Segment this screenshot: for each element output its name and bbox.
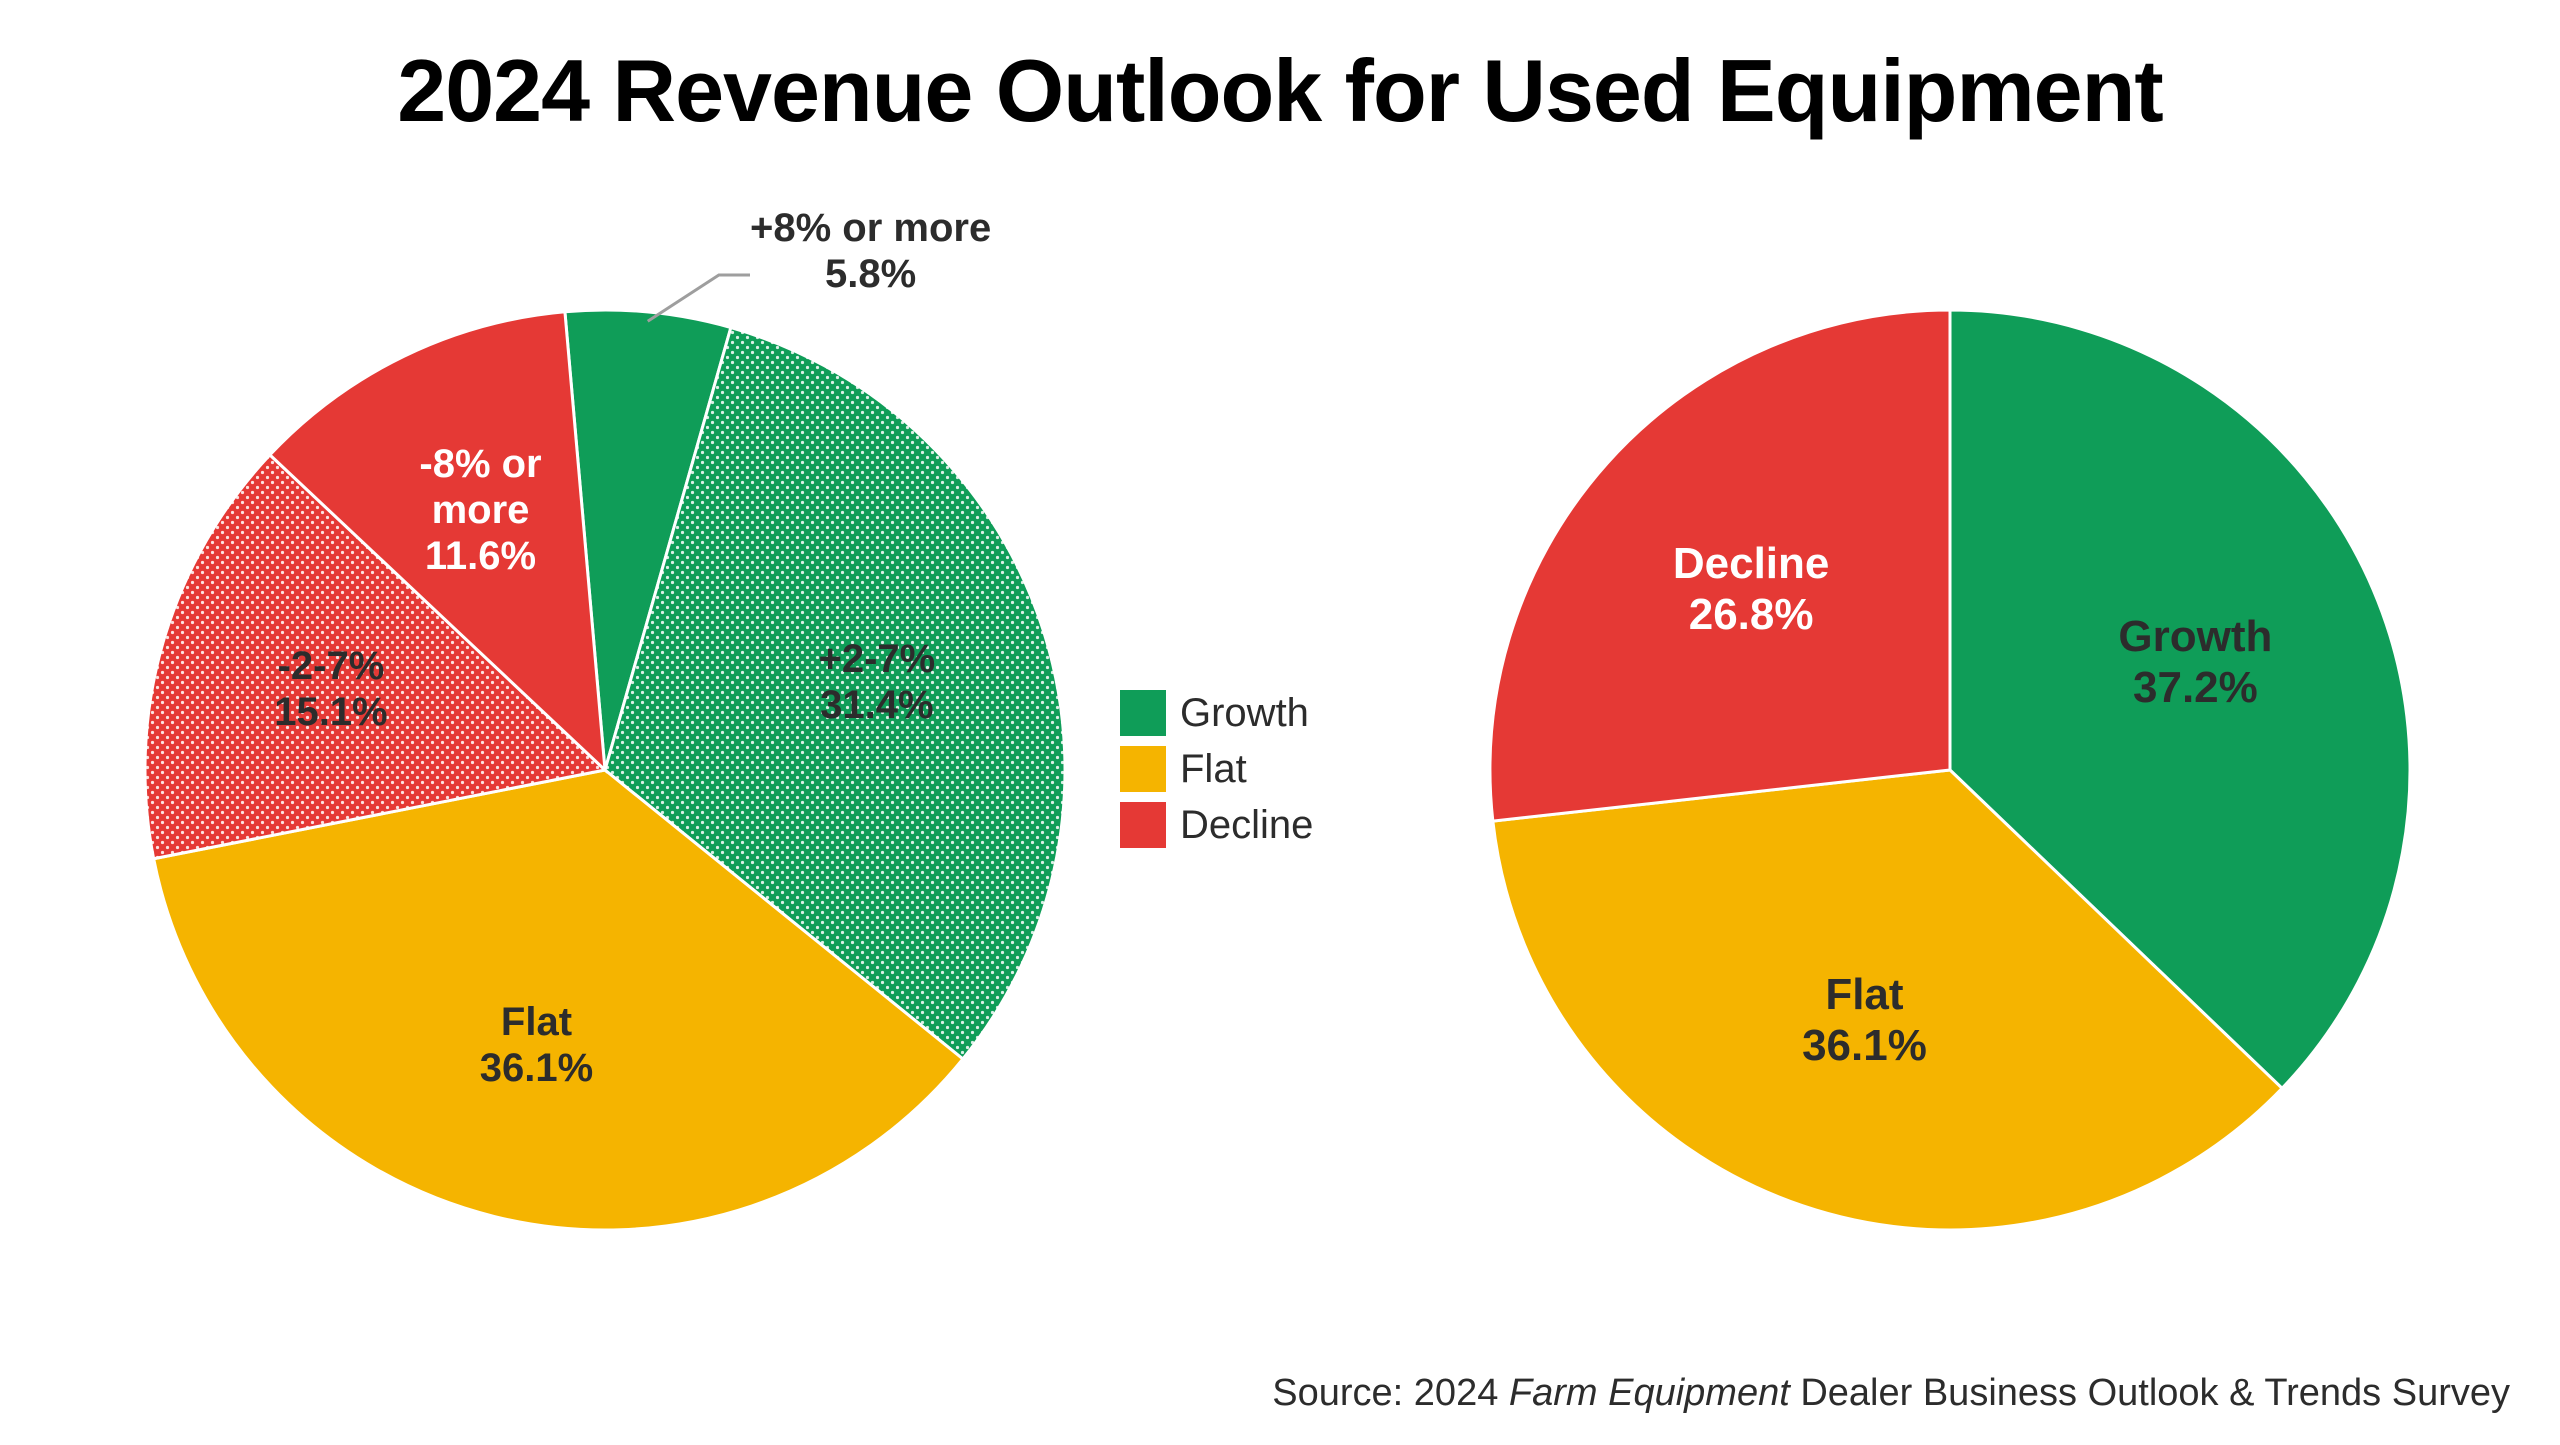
chart-area: +8% or more5.8%+2-7%31.4%Flat36.1%-2-7%1… [0,200,2560,1300]
slice-label-line: 36.1% [1714,1021,2014,1072]
slice-label-flat: Flat36.1% [386,999,686,1091]
slice-label-line: 36.1% [386,1045,686,1091]
slice-label-line: Decline [1601,539,1901,590]
slice-label-plus2to7: +2-7%31.4% [727,636,1027,728]
slice-label-decline: Decline26.8% [1601,539,1901,640]
slice-label-line: -2-7% [181,643,481,689]
legend-label: Decline [1180,803,1313,848]
slice-label-line: more [331,487,631,533]
slice-label-line: Flat [1714,970,2014,1021]
legend-swatch [1120,802,1166,848]
legend-label: Flat [1180,747,1247,792]
callout-line: +8% or more [750,205,991,251]
legend-label: Growth [1180,691,1309,736]
slice-label-line: Growth [2045,612,2345,663]
slice-label-growth: Growth37.2% [2045,612,2345,713]
source-italic: Farm Equipment [1509,1372,1790,1414]
legend-swatch [1120,690,1166,736]
source-prefix: Source: 2024 [1272,1372,1509,1414]
source-attribution: Source: 2024 Farm Equipment Dealer Busin… [1272,1372,2510,1415]
slice-label-line: 15.1% [181,689,481,735]
slice-label-line: Flat [386,999,686,1045]
legend: Growth Flat Decline [1120,690,1313,858]
slice-label-minus8: -8% ormore11.6% [331,441,631,579]
legend-item-growth: Growth [1120,690,1313,736]
slice-label-line: 11.6% [331,533,631,579]
legend-swatch [1120,746,1166,792]
callout-plus8: +8% or more5.8% [750,205,991,297]
chart-title: 2024 Revenue Outlook for Used Equipment [0,40,2560,142]
slice-label-line: 31.4% [727,682,1027,728]
slice-label-line: 26.8% [1601,590,1901,641]
slice-label-flat: Flat36.1% [1714,970,2014,1071]
legend-item-decline: Decline [1120,802,1313,848]
right-pie-chart [1490,310,2410,1230]
legend-item-flat: Flat [1120,746,1313,792]
slice-label-line: 37.2% [2045,663,2345,714]
slice-label-minus2to7: -2-7%15.1% [181,643,481,735]
source-suffix: Dealer Business Outlook & Trends Survey [1790,1372,2510,1414]
slice-label-line: +2-7% [727,636,1027,682]
slice-label-line: -8% or [331,441,631,487]
callout-line: 5.8% [750,251,991,297]
